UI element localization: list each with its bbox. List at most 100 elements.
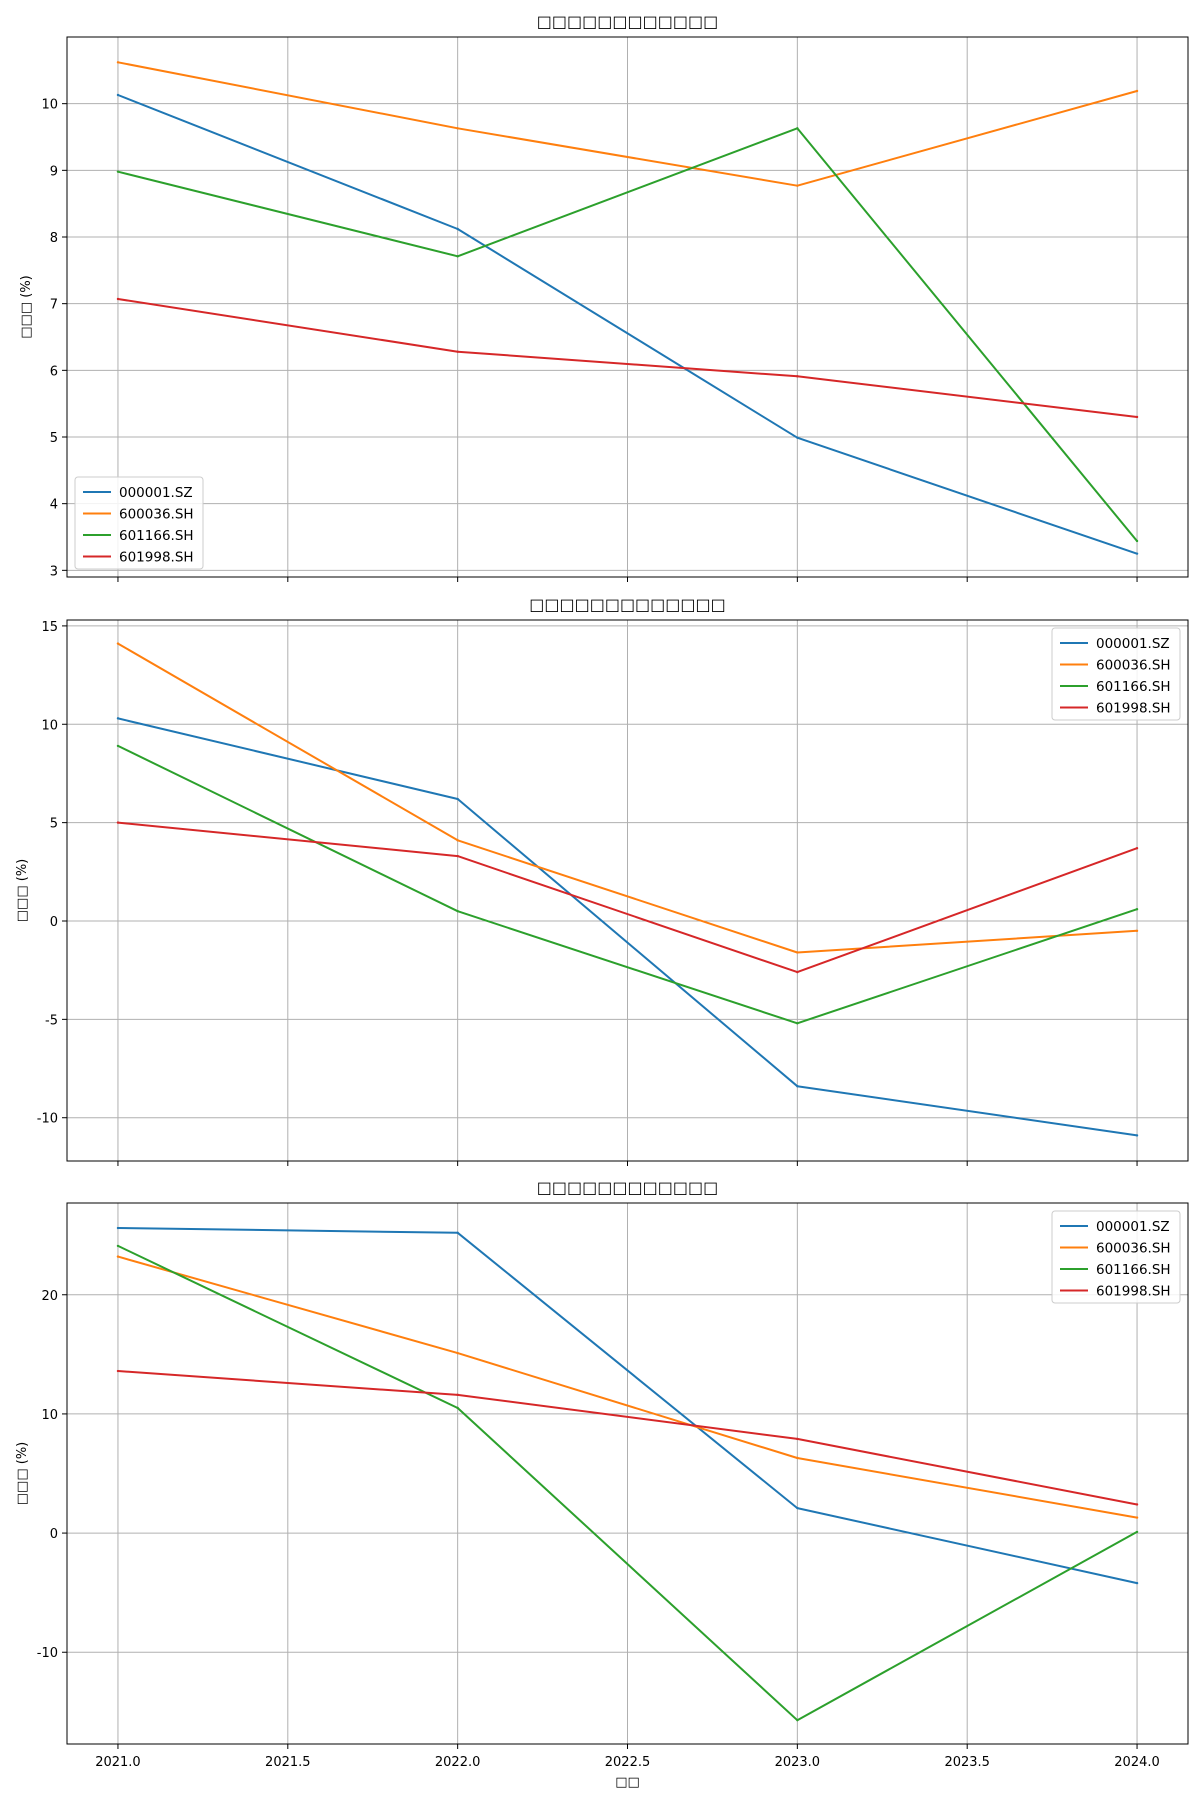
series-line-601998.SH <box>117 298 1138 418</box>
legend-box <box>1051 1210 1181 1304</box>
chart-title: □□□□□□□□□□□□ <box>537 1178 718 1197</box>
y-tick-label: 0 <box>50 915 58 930</box>
data-point <box>796 1506 799 1510</box>
series-line-600036.SH <box>117 61 1138 187</box>
legend-entry-label: 000001.SZ <box>1096 636 1170 652</box>
data-point <box>1135 1134 1139 1137</box>
data-point <box>1135 89 1139 93</box>
chart-title: □□□□□□□□□□□□ <box>537 12 718 31</box>
data-point <box>456 227 459 231</box>
y-tick-label: 9 <box>50 164 58 179</box>
y-tick-label: -10 <box>37 1112 58 1127</box>
y-tick-label: 20 <box>41 1289 58 1304</box>
data-point <box>116 170 120 173</box>
y-axis-label: □□□ (%) <box>15 859 30 922</box>
data-point <box>796 1437 799 1441</box>
data-point <box>796 1085 799 1088</box>
data-point <box>1135 1581 1139 1585</box>
data-point <box>796 970 799 974</box>
x-tick-label: 2023.0 <box>775 1755 821 1770</box>
legend-entry-label: 601166.SH <box>1096 1262 1171 1278</box>
y-tick-label: 0 <box>50 1527 58 1542</box>
data-point <box>116 93 120 97</box>
data-point <box>116 1226 120 1230</box>
y-tick-label: 3 <box>50 564 58 579</box>
data-point <box>796 127 799 130</box>
y-axis-label: □□□ (%) <box>19 275 34 338</box>
legend-entry-label: 600036.SH <box>119 507 194 523</box>
data-point <box>796 1022 799 1025</box>
chart-panel-3: -10 0 10 20 2021.0 2021.5 2022.0 2022.5 2023.0 20… <box>15 1178 1189 1790</box>
legend-entry-label: 601998.SH <box>1096 1284 1171 1300</box>
y-axis-label: □□□ (%) <box>15 1442 30 1505</box>
series-line-601166.SH <box>117 745 1138 1025</box>
y-tick-label: -5 <box>45 1013 58 1028</box>
data-point <box>1135 539 1139 543</box>
data-point <box>1135 1503 1139 1506</box>
y-tick-label: 10 <box>41 98 58 113</box>
series-line-601998.SH <box>117 1370 1138 1506</box>
data-point <box>1135 552 1139 555</box>
series-line-000001.SZ <box>117 1227 1138 1585</box>
y-tick-label: 8 <box>50 231 58 246</box>
data-point <box>1135 929 1139 933</box>
chart-title: □□□□□□□□□□□□□ <box>529 595 726 614</box>
data-point <box>456 909 459 913</box>
data-point <box>116 744 120 748</box>
data-point <box>456 350 459 353</box>
y-tick-label: 10 <box>41 1408 58 1423</box>
y-tick-label: -10 <box>37 1646 58 1661</box>
data-point <box>456 797 459 801</box>
x-tick-label: 2024.0 <box>1114 1755 1160 1770</box>
data-point <box>796 951 799 954</box>
data-point <box>1135 1516 1139 1519</box>
data-point <box>116 717 120 720</box>
y-tick-label: 5 <box>50 431 58 446</box>
series-line-601998.SH <box>117 821 1138 974</box>
x-tick-label: 2023.5 <box>944 1755 990 1770</box>
data-point <box>796 436 799 439</box>
series-line-600036.SH <box>117 1255 1138 1519</box>
data-point <box>456 1231 459 1234</box>
y-tick-label: 10 <box>41 718 58 733</box>
data-point <box>1135 847 1139 850</box>
x-axis-label: □□ <box>615 1775 640 1790</box>
legend-entry-label: 601166.SH <box>119 528 194 544</box>
data-point <box>456 1406 459 1410</box>
legend-entry-label: 000001.SZ <box>1096 1219 1170 1235</box>
data-point <box>456 1351 459 1355</box>
data-point <box>456 839 459 842</box>
x-tick-label: 2022.0 <box>435 1755 481 1770</box>
x-tick-label: 2021.5 <box>265 1755 311 1770</box>
data-point <box>456 255 459 258</box>
data-point <box>116 1255 120 1258</box>
legend-entry-label: 601998.SH <box>119 550 194 566</box>
data-point <box>116 821 120 824</box>
series-line-601166.SH <box>117 127 1138 542</box>
data-point <box>796 1718 799 1722</box>
legend: 000001.SZ 600036.SH 601166.SH 601998.SH <box>1051 627 1181 721</box>
data-point <box>116 61 120 64</box>
data-point <box>116 642 120 645</box>
legend: 000001.SZ 600036.SH 601166.SH 601998.SH <box>74 476 204 570</box>
legend-entry-label: 601998.SH <box>1096 701 1171 717</box>
x-tick-label: 2022.5 <box>605 1755 651 1770</box>
legend-box <box>1051 627 1181 721</box>
data-point <box>1135 907 1139 911</box>
y-tick-label: 5 <box>50 817 58 832</box>
data-point <box>116 1244 120 1248</box>
data-point <box>796 375 799 378</box>
legend-entry-label: 600036.SH <box>1096 1241 1171 1257</box>
y-tick-label: 15 <box>41 620 58 635</box>
series-line-000001.SZ <box>117 94 1138 555</box>
series-line-601166.SH <box>117 1244 1138 1722</box>
y-tick-label: 6 <box>50 364 58 379</box>
data-point <box>1135 1530 1139 1534</box>
x-tick-label: 2021.0 <box>95 1755 141 1770</box>
data-point <box>116 1369 120 1373</box>
chart-panel-2: -10 -5 0 5 10 15 □□□□□□□□□□□□□ □□□ (%) 000001.SZ… <box>15 595 1189 1166</box>
data-point <box>116 297 120 301</box>
legend-entry-label: 601166.SH <box>1096 679 1171 695</box>
legend-entry-label: 000001.SZ <box>119 485 193 501</box>
